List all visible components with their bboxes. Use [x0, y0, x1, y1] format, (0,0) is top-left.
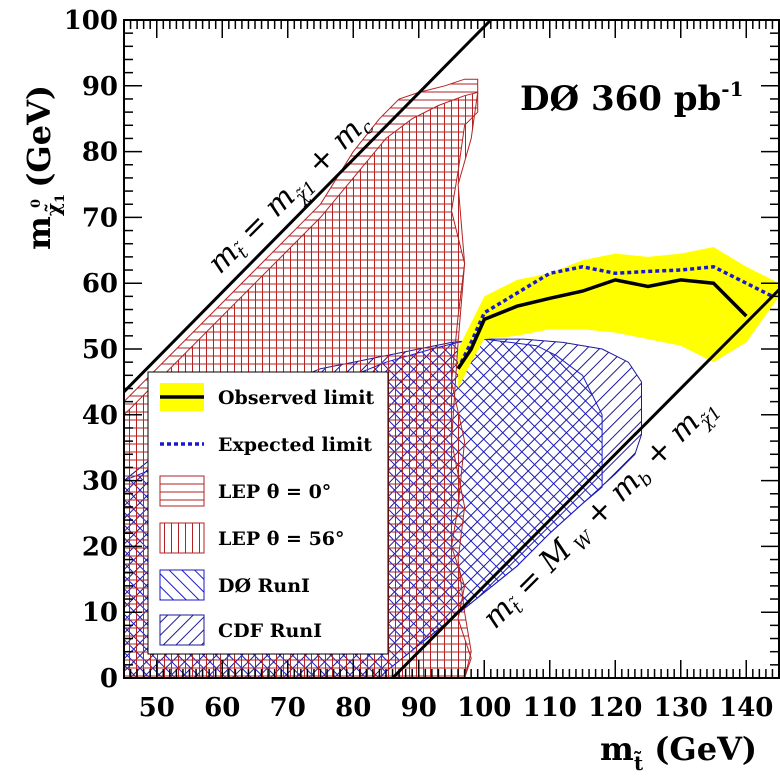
y-tick-label: 50 — [82, 335, 118, 365]
observed-limit-line — [456, 278, 748, 370]
limit-lines — [124, 20, 779, 678]
legend-label: CDF RunI — [218, 620, 322, 642]
x-tick-label: 110 — [523, 693, 577, 723]
legend-label: Observed limit — [218, 387, 374, 409]
y-tick-label: 90 — [82, 72, 118, 102]
chart-title: DØ 360 pb-1 — [520, 77, 744, 119]
legend-box — [147, 371, 389, 655]
x-tick-label: 130 — [654, 693, 708, 723]
axis-tick-labels: 50 60 70 80 90 100 110 120 130 140 0 10 20 30 40 50 60 70… — [64, 6, 774, 723]
x-tick-label: 120 — [588, 693, 642, 723]
x-tick-label: 80 — [335, 693, 371, 723]
x-tick-label: 100 — [457, 693, 511, 723]
lower-kinematic-line — [391, 288, 779, 678]
legend-swatch-hatch — [159, 569, 205, 601]
x-axis-title: mt̃ (GeV) — [600, 730, 757, 775]
y-tick-label: 10 — [82, 598, 118, 628]
y-tick-label: 70 — [82, 203, 118, 233]
x-tick-label: 140 — [719, 693, 773, 723]
y-tick-label: 60 — [82, 269, 118, 299]
axis-ticks — [123, 19, 780, 679]
legend-label: DØ RunI — [218, 575, 310, 597]
y-axis-title: mχ̃10 (GeV) — [20, 85, 68, 250]
x-tick-label: 90 — [401, 693, 437, 723]
y-tick-label: 100 — [64, 6, 118, 36]
expected-limit-line — [456, 265, 774, 370]
legend-item-lep56: LEP θ = 56° — [159, 522, 345, 554]
legend-item-cdf: CDF RunI — [159, 614, 322, 646]
upper-kinematic-line — [124, 20, 492, 393]
legend-label: LEP θ = 56° — [218, 528, 345, 550]
y-tick-label: 40 — [82, 401, 118, 431]
x-tick-label: 60 — [204, 693, 240, 723]
y-tick-label: 80 — [82, 138, 118, 168]
legend-label: LEP θ = 0° — [218, 481, 331, 503]
legend-swatch-hatch — [159, 614, 205, 646]
legend-label: Expected limit — [218, 434, 372, 456]
legend-item-lep0: LEP θ = 0° — [159, 475, 331, 507]
y-tick-label: 30 — [82, 467, 118, 497]
legend-swatch-hatch — [159, 475, 205, 507]
legend: Observed limit Expected limit LEP θ = 0° LE… — [147, 371, 389, 655]
legend-swatch-hatch — [159, 522, 205, 554]
x-tick-label: 70 — [270, 693, 306, 723]
legend-item-observed: Observed limit — [160, 383, 374, 411]
y-tick-label: 20 — [82, 532, 118, 562]
y-tick-label: 0 — [100, 664, 118, 694]
legend-item-expected: Expected limit — [160, 434, 372, 456]
x-tick-label: 50 — [139, 693, 175, 723]
legend-item-d0: DØ RunI — [159, 569, 310, 601]
